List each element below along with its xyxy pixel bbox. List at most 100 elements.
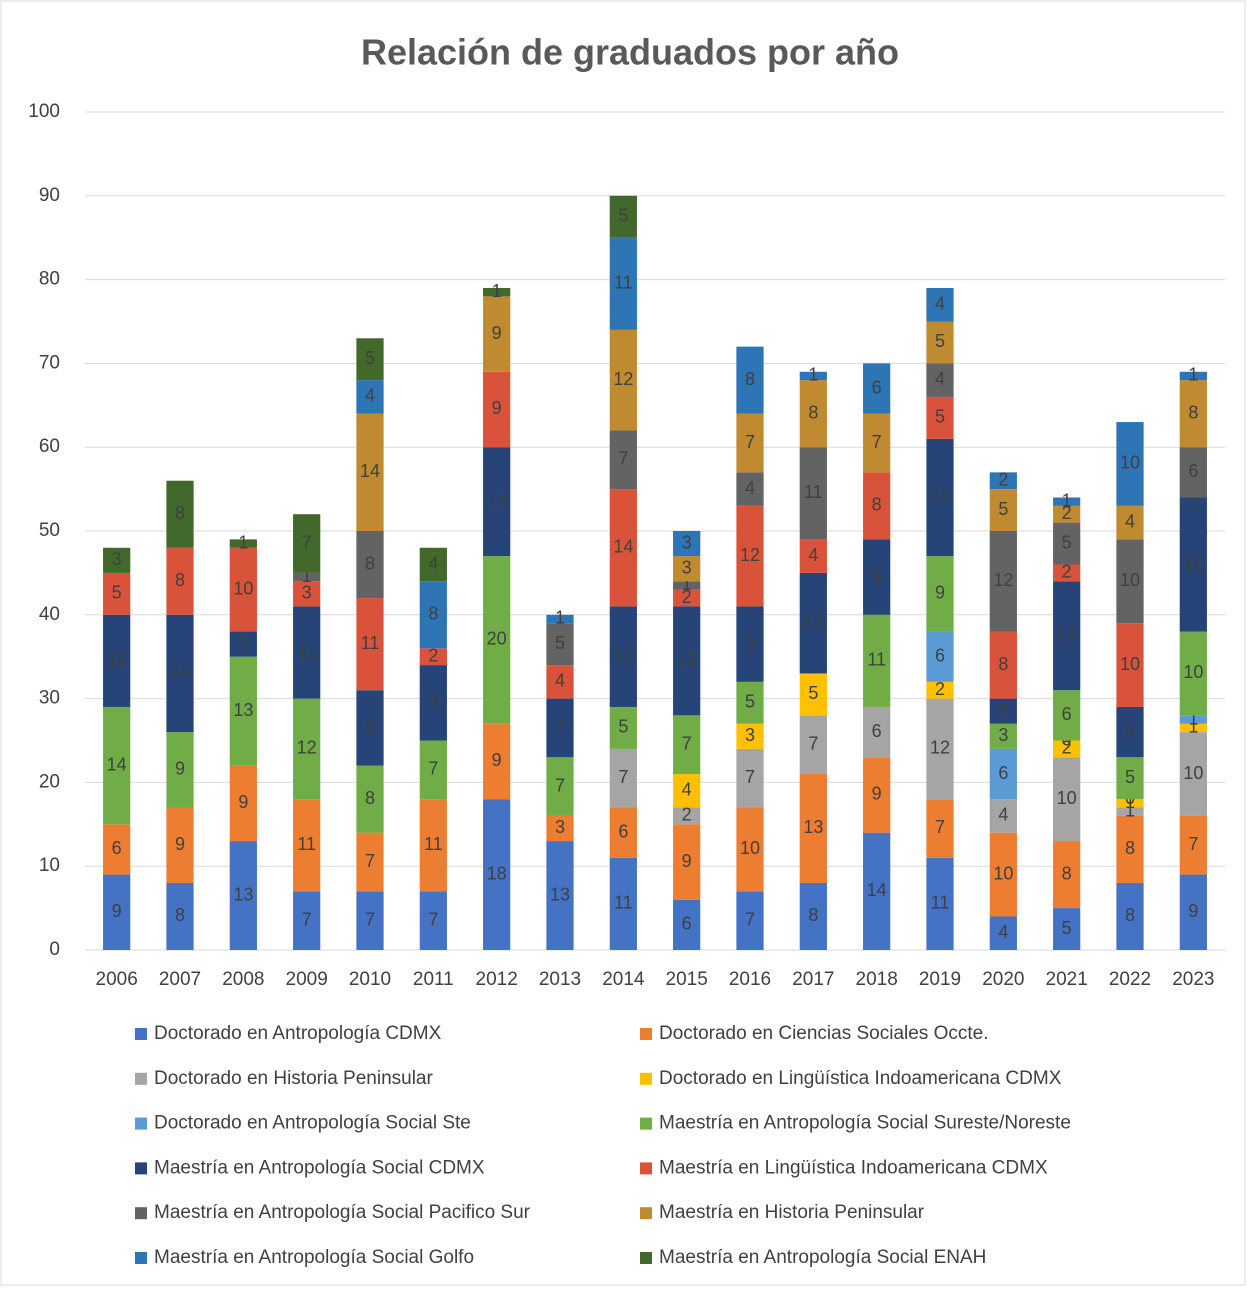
data-label: 1 bbox=[808, 365, 818, 385]
data-label: 6 bbox=[872, 721, 882, 741]
bar-segment bbox=[546, 665, 574, 699]
y-tick-label: 30 bbox=[39, 688, 60, 709]
x-tick-label: 2022 bbox=[1109, 969, 1151, 990]
legend-label: Maestría en Lingüística Indoamericana CD… bbox=[659, 1157, 1048, 1178]
bar-segment bbox=[736, 748, 764, 808]
bar-segment bbox=[1179, 732, 1207, 816]
data-label: 10 bbox=[993, 863, 1013, 883]
data-label: 12 bbox=[740, 545, 760, 565]
data-label: 1 bbox=[1188, 365, 1198, 385]
x-tick-label: 2011 bbox=[413, 969, 454, 990]
data-label: 1 bbox=[238, 532, 248, 552]
bar-segment bbox=[229, 841, 257, 950]
bar-segment bbox=[989, 723, 1017, 749]
bar-segment bbox=[926, 799, 954, 858]
bar-segment bbox=[609, 237, 637, 330]
bar-segment bbox=[989, 799, 1017, 833]
bar-segment bbox=[736, 807, 764, 892]
bar-segment bbox=[799, 539, 827, 573]
data-label: 7 bbox=[365, 909, 375, 929]
bar-segment bbox=[483, 287, 511, 297]
bar-segment bbox=[736, 413, 764, 473]
bar-segment bbox=[1179, 447, 1207, 498]
data-label: 12 bbox=[993, 570, 1013, 590]
data-label: 5 bbox=[365, 348, 375, 368]
legend-label: Doctorado en Antropología CDMX bbox=[154, 1023, 442, 1044]
bar-segment bbox=[293, 799, 321, 892]
bar-segment bbox=[229, 656, 257, 766]
x-tick-label: 2015 bbox=[666, 969, 708, 990]
x-tick-label: 2009 bbox=[286, 969, 328, 990]
bar-segment bbox=[609, 807, 637, 858]
bar-segment bbox=[356, 598, 384, 691]
data-label: 9 bbox=[935, 583, 945, 603]
data-label: 13 bbox=[803, 817, 823, 837]
data-label: 2 bbox=[1062, 503, 1072, 523]
data-label: 2 bbox=[998, 469, 1008, 489]
bar-segment bbox=[799, 882, 827, 950]
bar-segment bbox=[989, 489, 1017, 531]
data-label: 7 bbox=[745, 767, 755, 787]
y-tick-label: 60 bbox=[39, 436, 60, 457]
data-label: 16 bbox=[1183, 553, 1203, 573]
bar-segment bbox=[736, 505, 764, 607]
bar-segment bbox=[863, 413, 891, 473]
bar-segment bbox=[546, 623, 574, 666]
data-label: 1 bbox=[1062, 490, 1072, 510]
data-label: 5 bbox=[1125, 767, 1135, 787]
bar-segment bbox=[1179, 874, 1207, 950]
data-label: 4 bbox=[745, 478, 755, 498]
data-label: 11 bbox=[361, 633, 380, 653]
bar-segment bbox=[483, 723, 511, 800]
bar-segment bbox=[356, 690, 384, 766]
data-label: 6 bbox=[1062, 704, 1072, 724]
data-label: 3 bbox=[682, 532, 692, 552]
bar-segment bbox=[229, 539, 257, 548]
legend-swatch bbox=[640, 1252, 652, 1264]
bar-segment bbox=[926, 287, 954, 322]
bar-segment bbox=[546, 757, 574, 816]
bar-segment bbox=[989, 531, 1017, 632]
data-label: 12 bbox=[803, 612, 823, 632]
bar-segment bbox=[1053, 522, 1081, 565]
data-label: 8 bbox=[745, 369, 755, 389]
bar-segment bbox=[926, 438, 954, 557]
legend-label: Maestría en Antropología Social Sureste/… bbox=[659, 1113, 1071, 1134]
x-tick-label: 2007 bbox=[159, 969, 201, 990]
data-label: 1 bbox=[555, 608, 565, 628]
data-label: 4 bbox=[1125, 511, 1135, 531]
data-label: 2 bbox=[682, 805, 692, 825]
bar-segment bbox=[673, 531, 701, 557]
bar-segment bbox=[103, 874, 131, 950]
data-label: 12 bbox=[613, 369, 633, 389]
bar-segment bbox=[1053, 841, 1081, 909]
bar-segment bbox=[1053, 740, 1081, 758]
legend-label: Maestría en Antropología Social ENAH bbox=[659, 1247, 986, 1268]
bar-segment bbox=[609, 748, 637, 808]
data-label: 1 bbox=[492, 281, 502, 301]
legend-swatch bbox=[640, 1028, 652, 1040]
legend-swatch bbox=[135, 1252, 147, 1264]
data-label: 2 bbox=[1062, 562, 1072, 582]
bar-segment bbox=[356, 891, 384, 950]
data-label: 1 bbox=[1125, 792, 1135, 812]
data-label: 20 bbox=[487, 629, 507, 649]
data-label: 8 bbox=[1188, 402, 1198, 422]
data-label: 4 bbox=[555, 671, 565, 691]
data-label: 13 bbox=[1057, 625, 1077, 645]
data-label: 2 bbox=[1062, 738, 1072, 758]
bar-segment bbox=[546, 815, 574, 842]
bar-segment bbox=[1116, 706, 1144, 758]
bar-segment bbox=[166, 882, 194, 950]
bar-segment bbox=[673, 807, 701, 825]
x-tick-label: 2008 bbox=[222, 969, 264, 990]
data-label: 7 bbox=[935, 817, 945, 837]
bar-segment bbox=[673, 556, 701, 582]
bar-segment bbox=[1116, 422, 1144, 506]
bar-segment bbox=[356, 413, 384, 531]
data-label: 14 bbox=[170, 662, 190, 682]
data-label: 1 bbox=[1188, 717, 1198, 737]
data-label: 6 bbox=[112, 838, 122, 858]
legend-label: Maestría en Antropología Social Pacifico… bbox=[154, 1202, 531, 1223]
data-label: 11 bbox=[931, 893, 950, 913]
